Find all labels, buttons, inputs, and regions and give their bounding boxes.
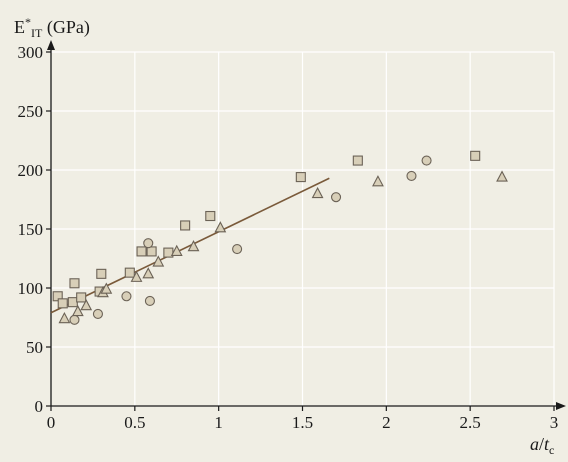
square-marker: [180, 220, 191, 231]
triangle-marker: [71, 304, 84, 317]
x-axis-arrow: [556, 402, 566, 410]
square-marker: [205, 210, 216, 222]
y-axis-title-unit: (GPa): [42, 17, 90, 38]
triangle-marker: [170, 244, 183, 256]
tick-labels: 0 0.5 1 1.5 2 2.5 3 0 50 100 150 200 250 300: [18, 43, 559, 432]
circle-marker: [330, 192, 342, 203]
triangle-marker: [214, 221, 227, 233]
data-markers: [52, 150, 508, 325]
triangle-marker: [100, 282, 113, 294]
y-tick-label: 200: [18, 161, 44, 180]
y-axis-title-sub: IT: [31, 26, 43, 40]
x-tick-label: 0: [47, 413, 56, 432]
y-axis-arrow: [47, 40, 55, 50]
x-axis-title: a/tc: [530, 434, 554, 457]
square-marker: [136, 246, 147, 257]
grid: [51, 51, 555, 406]
square-marker: [96, 268, 107, 279]
circle-marker: [232, 244, 243, 255]
x-axis-title-sub: c: [549, 443, 554, 457]
fit-line-group: [50, 177, 330, 314]
y-axis-title-sup: *: [25, 15, 31, 29]
y-tick-label: 250: [18, 102, 44, 121]
x-tick-label: 0.5: [124, 413, 145, 432]
triangle-marker: [58, 311, 71, 324]
triangle-marker: [496, 170, 508, 182]
y-tick-label: 300: [18, 43, 44, 62]
circle-marker: [143, 238, 154, 249]
circle-marker: [121, 291, 132, 302]
x-tick-label: 3: [550, 413, 559, 432]
circle-marker: [92, 308, 103, 320]
y-tick-label: 0: [35, 397, 44, 416]
y-axis-title: E*IT (GPa): [14, 15, 90, 40]
y-tick-label: 50: [26, 338, 43, 357]
square-marker: [352, 155, 363, 166]
fit-line: [50, 177, 330, 314]
square-marker: [470, 150, 481, 161]
square-marker: [57, 298, 68, 309]
triangle-marker: [152, 255, 165, 267]
axes: [46, 40, 566, 411]
square-marker: [146, 246, 157, 257]
square-marker: [67, 297, 78, 308]
y-tick-label: 100: [18, 279, 44, 298]
triangle-marker: [187, 240, 200, 252]
triangle-marker: [80, 299, 93, 311]
circle-marker: [69, 314, 80, 325]
square-marker: [69, 278, 80, 289]
triangle-marker: [142, 267, 155, 279]
square-marker: [76, 292, 87, 303]
y-tick-label: 150: [18, 220, 44, 239]
x-tick-label: 1: [214, 413, 223, 432]
x-tick-label: 1.5: [292, 413, 313, 432]
circle-marker: [406, 170, 417, 181]
triangle-marker: [311, 186, 324, 199]
square-marker: [124, 267, 135, 278]
square-marker: [295, 172, 306, 183]
x-tick-label: 2.5: [460, 413, 481, 432]
x-tick-label: 2: [382, 413, 391, 432]
circle-marker: [421, 155, 432, 166]
triangle-marker: [130, 270, 143, 282]
triangle-marker: [372, 175, 384, 187]
circle-marker: [144, 295, 155, 307]
